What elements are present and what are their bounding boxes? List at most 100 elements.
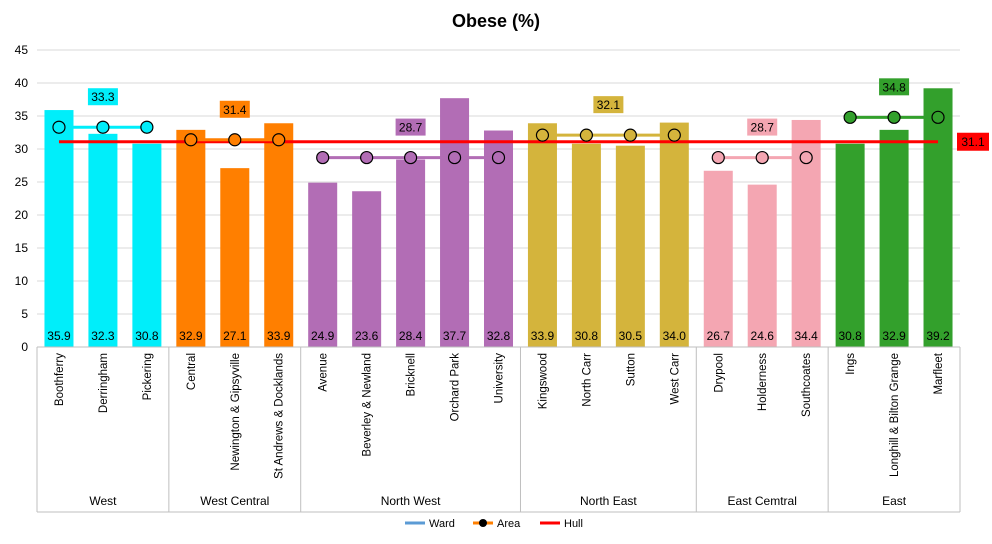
group-label: West [89, 494, 117, 508]
y-tick-label: 20 [15, 208, 29, 222]
bar-value-label: 37.7 [443, 329, 467, 343]
category-label: Kingswood [537, 353, 549, 409]
hull-line-group: 31.1 [58, 132, 989, 151]
y-tick-label: 30 [15, 142, 29, 156]
bar-value-label: 33.9 [267, 329, 291, 343]
bar-value-label: 26.7 [707, 329, 731, 343]
category-label: Marfleet [933, 352, 945, 394]
group-label: East [882, 494, 907, 508]
category-label: University [494, 353, 506, 404]
category-label: Drypool [713, 353, 725, 393]
area-label-box [219, 100, 250, 118]
area-label-box [593, 96, 624, 114]
legend-label: Hull [564, 518, 583, 530]
bar-value-label: 33.9 [531, 329, 555, 343]
bar-value-label: 35.9 [47, 329, 71, 343]
area-lines: 33.3 31.4 28.7 32.1 28.7 34.8 [52, 78, 945, 165]
area-marker [228, 133, 242, 147]
area-marker [272, 133, 286, 147]
hull-label-box [957, 132, 989, 151]
y-tick-label: 15 [15, 241, 29, 255]
area-marker [711, 150, 725, 165]
bars: 35.9 32.3 30.8 32.9 27.1 33.9 24.9 23.6 28.4 37.7… [44, 88, 953, 348]
legend-label: Area [497, 518, 521, 530]
category-label: Ings [845, 353, 857, 375]
area-label-box [87, 88, 118, 106]
bar-marfleet [923, 88, 953, 347]
category-label: Boothferry [54, 353, 66, 406]
y-tick-label: 45 [15, 43, 29, 57]
bar-value-label: 30.8 [575, 329, 599, 343]
category-label: Sutton [625, 353, 637, 386]
category-label: Newington & Gipsyville [230, 353, 242, 471]
area-marker [96, 120, 110, 134]
area-marker [931, 110, 945, 124]
category-label: Holderness [757, 353, 769, 411]
bar-value-label: 30.8 [135, 329, 159, 343]
bar-boothferry [44, 110, 74, 347]
area-marker [140, 120, 154, 134]
bar-derringham [88, 133, 118, 347]
area-marker [491, 150, 506, 165]
area-value-label: 33.3 [91, 90, 115, 104]
bar-value-label: 24.6 [751, 329, 775, 343]
category-label: Southcoates [801, 353, 813, 417]
group-label: West Central [200, 494, 269, 508]
bar-ings [835, 143, 865, 347]
legend: Ward Area Hull [405, 518, 583, 530]
bar-value-label: 27.1 [223, 329, 247, 343]
bar-pickering [132, 143, 162, 347]
y-tick-label: 35 [15, 109, 29, 123]
area-label-box [395, 118, 426, 136]
bar-value-label: 32.9 [179, 329, 203, 343]
category-label: Derringham [98, 353, 110, 413]
y-axis: 0 5 10 15 20 25 30 35 40 45 [15, 43, 29, 354]
area-marker [799, 150, 813, 165]
area-value-label: 32.1 [597, 98, 621, 112]
bar-value-label: 32.3 [91, 329, 115, 343]
area-value-label: 28.7 [399, 121, 423, 135]
y-tick-label: 0 [21, 340, 28, 354]
y-tick-label: 10 [15, 274, 29, 288]
bar-sutton [615, 145, 645, 347]
category-label: Bricknell [406, 353, 418, 396]
category-label: Pickering [142, 353, 154, 400]
area-marker [623, 128, 637, 142]
bar-value-label: 32.9 [882, 329, 906, 343]
hull-value-label: 31.1 [961, 135, 985, 149]
bar-university [483, 130, 514, 347]
bar-st-andrews-docklands [264, 123, 294, 347]
area-marker [535, 128, 550, 142]
area-marker [579, 128, 594, 142]
category-label: Longhill & Bilton Grange [889, 353, 901, 477]
area-marker [667, 128, 681, 142]
group-label: East Cemtral [728, 494, 797, 508]
bar-north-carr [571, 143, 601, 347]
bar-drypool [703, 170, 733, 347]
area-marker [843, 110, 857, 124]
category-label: Beverley & Newland [362, 353, 374, 457]
category-label: Central [186, 353, 198, 390]
legend-marker [479, 519, 487, 527]
category-label: St Andrews & Docklands [274, 353, 286, 479]
area-value-label: 31.4 [223, 103, 247, 117]
area-marker [184, 133, 198, 147]
x-axis: Boothferry Derringham Pickering West Central… [36, 346, 961, 513]
y-tick-label: 25 [15, 175, 29, 189]
bar-value-label: 24.9 [311, 329, 335, 343]
area-marker [447, 150, 462, 165]
bar-value-label: 28.4 [399, 329, 423, 343]
bar-value-label: 39.2 [926, 329, 950, 343]
bar-beverley-newland [352, 191, 382, 347]
category-label: West Carr [669, 353, 681, 405]
bar-holderness [747, 184, 777, 347]
bar-kingswood [527, 123, 557, 347]
bar-west-carr [659, 122, 689, 347]
category-label: Orchard Park [450, 353, 462, 422]
area-marker [316, 150, 330, 165]
area-marker [52, 120, 66, 134]
bar-value-label: 30.5 [619, 329, 643, 343]
group-label: North West [381, 494, 441, 508]
category-label: North Carr [581, 353, 593, 407]
area-value-label: 28.7 [751, 121, 775, 135]
